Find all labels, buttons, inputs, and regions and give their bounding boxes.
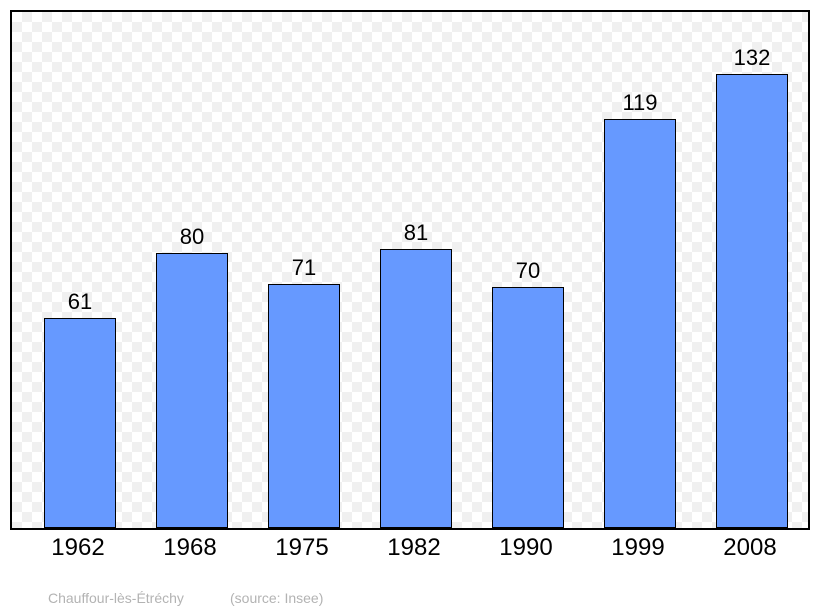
- bar-value-label: 71: [269, 255, 339, 281]
- bar-value-label: 132: [717, 45, 787, 71]
- x-axis-label: 2008: [694, 534, 806, 562]
- bar: 70: [492, 287, 564, 528]
- bar: 81: [380, 249, 452, 528]
- x-axis-label: 1999: [582, 534, 694, 562]
- bar-value-label: 80: [157, 224, 227, 250]
- bar-value-label: 61: [45, 289, 115, 315]
- footer-location: Chauffour-lès-Étréchy: [48, 590, 184, 606]
- bar: 61: [44, 318, 116, 528]
- bar-value-label: 81: [381, 220, 451, 246]
- bar-value-label: 70: [493, 258, 563, 284]
- bar: 119: [604, 119, 676, 528]
- bar-chart: 6180718170119132 19621968197519821990199…: [10, 10, 810, 560]
- x-axis-label: 1982: [358, 534, 470, 562]
- x-axis-label: 1975: [246, 534, 358, 562]
- bar: 132: [716, 74, 788, 528]
- x-axis-label: 1962: [22, 534, 134, 562]
- x-axis-label: 1990: [470, 534, 582, 562]
- footer-source: (source: Insee): [230, 590, 323, 606]
- bar: 71: [268, 284, 340, 528]
- x-axis-label: 1968: [134, 534, 246, 562]
- bar-value-label: 119: [605, 90, 675, 116]
- bar: 80: [156, 253, 228, 528]
- plot-area: 6180718170119132: [10, 10, 810, 530]
